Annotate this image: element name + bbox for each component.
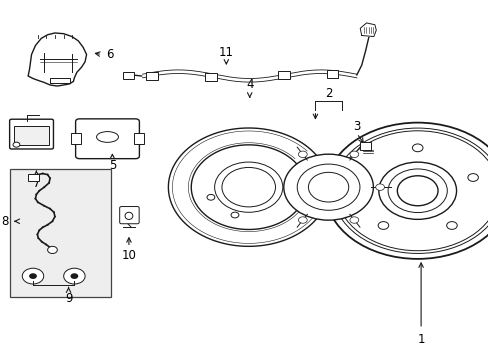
Circle shape — [349, 217, 358, 223]
FancyBboxPatch shape — [10, 119, 53, 149]
Circle shape — [214, 162, 282, 212]
Text: 9: 9 — [65, 292, 72, 305]
Circle shape — [206, 194, 214, 200]
Text: 2: 2 — [324, 87, 332, 100]
Circle shape — [63, 268, 85, 284]
Circle shape — [467, 174, 477, 181]
Text: 6: 6 — [105, 48, 113, 61]
Circle shape — [297, 164, 359, 210]
Text: 5: 5 — [108, 159, 116, 172]
Circle shape — [349, 151, 358, 158]
Circle shape — [377, 222, 388, 229]
Circle shape — [356, 174, 367, 181]
Circle shape — [446, 222, 456, 229]
Text: 1: 1 — [416, 333, 424, 346]
Bar — [10, 169, 111, 297]
Circle shape — [70, 273, 78, 279]
Ellipse shape — [96, 132, 118, 142]
Text: 8: 8 — [1, 215, 9, 228]
Circle shape — [298, 151, 306, 158]
Text: 10: 10 — [121, 249, 136, 262]
Bar — [277, 71, 289, 79]
Bar — [133, 134, 144, 144]
FancyBboxPatch shape — [76, 119, 139, 159]
Bar — [71, 134, 81, 144]
Circle shape — [13, 142, 20, 147]
Text: 4: 4 — [245, 78, 253, 91]
Text: 3: 3 — [352, 120, 360, 133]
Polygon shape — [168, 128, 324, 246]
Bar — [15, 126, 48, 145]
Ellipse shape — [125, 212, 133, 220]
Circle shape — [411, 144, 422, 152]
Polygon shape — [360, 23, 376, 37]
Circle shape — [22, 268, 43, 284]
Bar — [204, 73, 216, 81]
Circle shape — [29, 273, 37, 279]
Bar — [28, 174, 39, 181]
Bar — [326, 70, 338, 78]
Circle shape — [375, 184, 384, 190]
Circle shape — [298, 217, 306, 223]
FancyBboxPatch shape — [120, 207, 139, 224]
Text: 11: 11 — [218, 46, 233, 59]
Bar — [359, 141, 371, 149]
Circle shape — [283, 154, 373, 220]
Polygon shape — [28, 33, 86, 86]
Bar — [146, 72, 158, 80]
Bar — [123, 72, 134, 79]
Text: 7: 7 — [33, 177, 40, 190]
Circle shape — [231, 212, 238, 218]
Circle shape — [47, 246, 57, 253]
